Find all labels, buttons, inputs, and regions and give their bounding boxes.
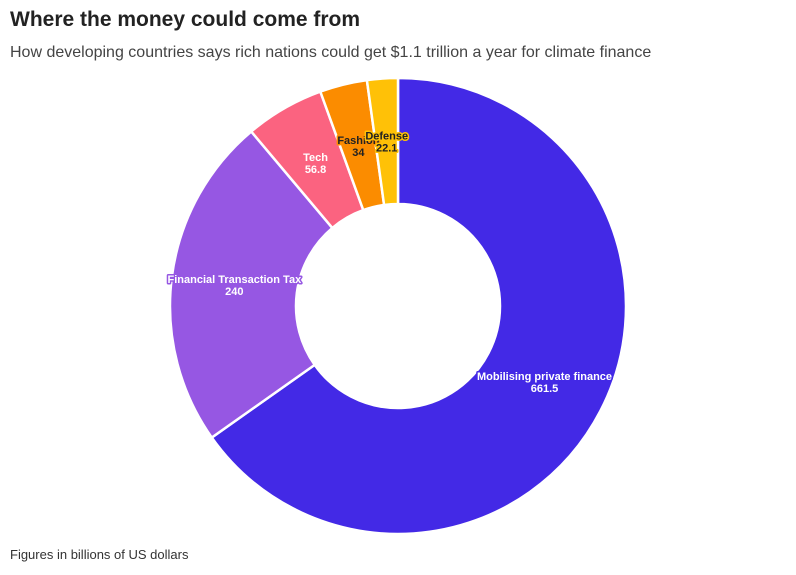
data-label-defense: Defense 22.1 <box>365 130 408 154</box>
slice-mobilising-private-finance <box>210 76 628 536</box>
data-label-mobilising-private-finance: Mobilising private finance 661.5 <box>477 371 612 395</box>
slices-layer <box>168 76 628 536</box>
slice-financial-transaction-tax <box>168 129 335 440</box>
chart-note: Figures in billions of US dollars <box>10 547 189 562</box>
chart-subtitle: How developing countries says rich natio… <box>10 44 652 61</box>
chart-title: Where the money could come from <box>10 8 361 31</box>
slice-defense <box>365 76 400 207</box>
data-label-tech: Tech 56.8 <box>303 152 328 176</box>
labels-layer: Mobilising private finance 661.5 Financial… <box>166 129 614 396</box>
data-label-fashion: Fashion 34 <box>337 135 379 159</box>
data-label-financial-transaction-tax: Financial Transaction Tax 240 <box>168 274 303 298</box>
